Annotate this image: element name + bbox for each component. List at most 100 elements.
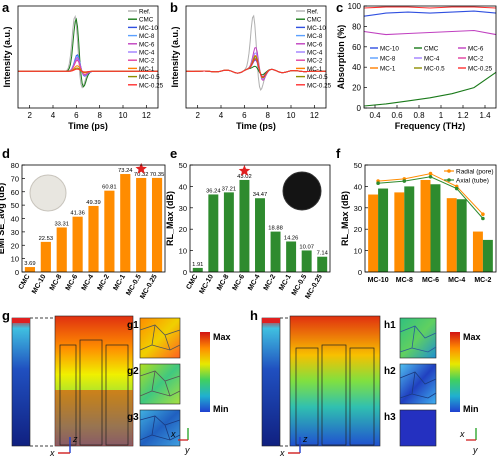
panel-e-bar-8 — [317, 256, 328, 272]
panel-b-legend-label-2: MC-10 — [307, 25, 326, 32]
panel-e-bar-4 — [255, 198, 265, 272]
h1-label: h1 — [384, 320, 396, 331]
panel-d-xcat-2: MC-8 — [49, 273, 64, 291]
panel-d-bar-4 — [88, 205, 99, 272]
panel-c-xtick-label-5: 1.4 — [479, 111, 491, 120]
g1-cells — [139, 324, 181, 351]
panel-c-ylabel: Absorption (%) — [336, 25, 346, 90]
g3-axis-x-label: x — [170, 429, 176, 439]
panel-b-series-MC-0_25 — [186, 58, 326, 78]
panel-c-legend-label-0: MC-10 — [380, 46, 399, 53]
panel-c-plot-frame — [363, 5, 497, 109]
panel-a-xtick-label-3: 8 — [97, 111, 102, 120]
g-axis-x-label: x — [49, 448, 55, 458]
panel-e-ytick-label-3: 30 — [179, 204, 187, 213]
panel-d-xcat-6: MC-1 — [112, 273, 127, 291]
h1-map — [399, 317, 437, 359]
panel-a-legend-label-3: MC-8 — [139, 33, 155, 40]
panel-e-plot-frame — [189, 164, 331, 273]
panel-letter-e: e — [170, 146, 177, 161]
panel-b-legend-label-7: MC-1 — [307, 66, 323, 73]
chart-c: 0.4 0.6 0.8 1 1.2 1.4 0 20 40 60 80 100 Frequency (T… — [336, 2, 497, 131]
panel-a-legend-label-5: MC-4 — [139, 50, 155, 57]
panel-c-legend-label-8: MC-0.25 — [468, 66, 493, 73]
panel-a-legend-label-0: Ref. — [139, 9, 151, 16]
panel-a-xtick-label-5: 12 — [142, 111, 151, 120]
panel-a-xtick-label-4: 10 — [119, 111, 128, 120]
h2-cells — [399, 371, 437, 399]
panel-f-legend-dot-1 — [447, 178, 451, 182]
panel-e-bar-label-8: 7.14 — [317, 251, 329, 257]
panel-b-xtick-label-5: 12 — [310, 111, 319, 120]
panel-d-ytick-label-6: 60 — [11, 188, 19, 197]
panel-f-legend-label-1: Axial (tube) — [456, 178, 489, 185]
panel-a-xtick-label-0: 2 — [27, 111, 32, 120]
panel-a-legend-label-7: MC-1 — [139, 66, 155, 73]
panel-d-bar-label-4: 49.39 — [86, 200, 101, 206]
panel-letter-c: c — [336, 0, 343, 15]
h1-cells — [399, 325, 437, 353]
g3-cells — [139, 415, 181, 441]
panel-a-legend-label-4: MC-6 — [139, 41, 155, 48]
panel-e-xcat-3: MC-6 — [232, 273, 247, 291]
panel-letter-d: d — [2, 146, 10, 161]
panel-f-xcat-3: MC-4 — [448, 277, 465, 284]
g-colorbar-min: Min — [213, 404, 229, 414]
panel-c-xtick-label-1: 0.6 — [391, 111, 403, 120]
panel-d-bar-label-5: 60.81 — [102, 185, 117, 191]
h3-axis-x-label: x — [459, 429, 465, 439]
h-axis-x-label: x — [279, 448, 285, 458]
panel-letter-b: b — [170, 0, 178, 15]
g1-map — [139, 317, 181, 359]
panel-a-legend-label-1: CMC — [139, 17, 154, 24]
panel-a-legend-label-2: MC-10 — [139, 25, 158, 32]
panel-d-ytick-label-5: 50 — [11, 201, 19, 210]
panel-e-xcat-2: MC-8 — [216, 273, 231, 291]
panel-c-legend-label-7: MC-0.5 — [424, 66, 445, 73]
panel-b-legend-label-1: CMC — [307, 17, 322, 24]
chart-a: 2 4 6 8 10 12 Time (ps) Intensity (a.u.) Ref.CMC… — [2, 5, 164, 131]
panel-c-legend-label-4: MC-4 — [424, 56, 440, 63]
panel-d-bar-6 — [120, 174, 131, 272]
panel-b-legend-label-5: MC-4 — [307, 50, 323, 57]
panel-a-plot-frame — [17, 5, 159, 109]
panel-letter-a: a — [2, 0, 10, 15]
panel-e-bar-1 — [208, 194, 219, 272]
panel-e-bar-label-1: 36.24 — [206, 188, 221, 194]
g-strip — [11, 317, 31, 447]
panel-b-xtick-label-0: 2 — [195, 111, 200, 120]
panel-d-bar-label-0: 3.69 — [24, 261, 35, 267]
panel-f-xcat-0: MC-10 — [368, 277, 389, 284]
panel-e-bar-2 — [223, 192, 234, 272]
h-colorbar — [450, 332, 460, 412]
panel-d-bar-1 — [40, 241, 51, 272]
h3-map — [399, 409, 437, 447]
panel-c-xtick-label-0: 0.4 — [369, 111, 381, 120]
simulation-h: h1 h2 h3 Max Min z x y x — [261, 315, 481, 458]
panel-d-ylabel: EMI SE_avg (dB) — [0, 183, 6, 255]
panel-d-ytick-label-0: 0 — [15, 268, 19, 277]
panel-c-ytick-label-5: 100 — [348, 2, 362, 11]
panel-c-legend-label-3: MC-8 — [380, 56, 396, 63]
panel-e-bar-0 — [192, 267, 203, 272]
panel-d-xcat-3: MC-6 — [65, 273, 80, 291]
panel-c-series-MC-10 — [363, 10, 497, 17]
panel-e-bar-5 — [270, 231, 281, 272]
panel-e-bar-label-5: 18.88 — [268, 226, 283, 232]
panel-d-bar-label-1: 22.53 — [39, 236, 54, 242]
panel-b-plot-frame — [185, 5, 327, 109]
g2-map — [139, 363, 181, 405]
panel-b-legend-label-0: Ref. — [307, 9, 319, 16]
panel-d-ytick-label-1: 10 — [11, 255, 19, 264]
panel-a-legend-label-8: MC-0.5 — [139, 74, 160, 81]
h-strip — [261, 317, 281, 447]
panel-letter-h: h — [250, 308, 258, 323]
panel-d-bar-label-3: 41.36 — [70, 211, 85, 217]
panel-e-bar-label-3: 43.02 — [237, 174, 252, 180]
panel-e-bar-label-7: 10.07 — [299, 244, 314, 250]
panel-d-xcat-0: CMC — [18, 274, 32, 291]
panel-f-xcat-4: MC-2 — [474, 277, 491, 284]
panel-f-bar-1-3 — [456, 199, 467, 272]
panel-a-legend-label-6: MC-2 — [139, 58, 155, 65]
